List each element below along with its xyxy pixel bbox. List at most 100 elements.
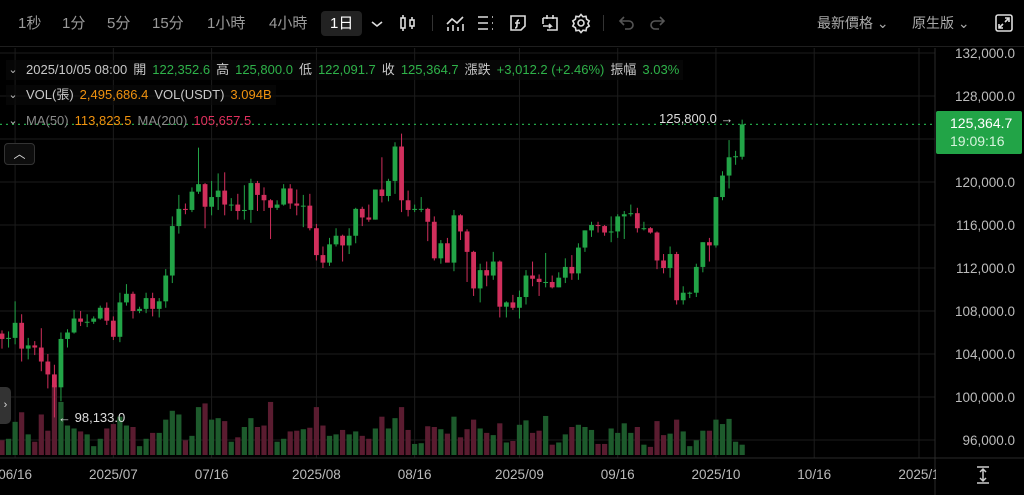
candle-body [32, 345, 38, 348]
candlestick-type-icon[interactable] [397, 12, 419, 34]
time-tick-label: 2025/09 [495, 467, 544, 482]
candle-body [274, 204, 280, 208]
candle-body [287, 188, 293, 204]
volume-bar [78, 431, 84, 455]
candle-body [530, 275, 535, 279]
volume-bar [254, 427, 261, 455]
price-type-dropdown[interactable]: 最新價格 ⌄ [817, 13, 889, 33]
indicators-icon[interactable] [444, 12, 466, 34]
volume-bar [136, 446, 143, 455]
volume-bar [91, 446, 97, 455]
volume-bar [209, 419, 215, 455]
candle-body [484, 270, 490, 276]
candle-body [143, 298, 149, 309]
candle-body [124, 293, 129, 303]
timeframe-5m[interactable]: 5分 [107, 15, 131, 32]
settings-gear-icon[interactable] [570, 12, 592, 34]
price-type-label: 最新價格 [817, 15, 873, 31]
volume-bar [660, 435, 667, 455]
candle-body [451, 215, 457, 263]
template-list-icon[interactable] [474, 12, 496, 34]
candle-body [602, 226, 607, 233]
ohlc-legend: ⌄ 2025/10/05 08:00 開 122,352.6 高 125,800.0… [6, 60, 684, 80]
collapse-legend-button[interactable]: ︿ [4, 143, 35, 165]
volume-bar [313, 407, 319, 455]
amplitude-value: 3.03% [642, 62, 680, 77]
time-tick-label: 06/16 [0, 467, 32, 482]
volume-bar [32, 441, 38, 455]
collapse-chevron-icon[interactable]: ⌄ [8, 64, 18, 76]
compare-icon[interactable] [539, 12, 561, 34]
timeframe-1d[interactable]: 1日 [321, 11, 363, 36]
timeframe-4h[interactable]: 4小時 [269, 15, 308, 32]
candle-body [471, 251, 476, 289]
candle-body [372, 189, 378, 220]
volume-bar [739, 444, 745, 455]
price-tick-label: 120,000.0 [955, 175, 1015, 190]
time-tick-label: 08/16 [398, 467, 432, 482]
timeframe-1h[interactable]: 1小時 [207, 15, 246, 32]
volume-bar [320, 425, 326, 455]
volume-bar [503, 442, 509, 455]
candle-body [608, 231, 614, 233]
volume-bar [582, 427, 588, 455]
candle-body [91, 318, 97, 322]
candle-body [726, 157, 732, 176]
candle-body [667, 254, 673, 268]
fullscreen-icon[interactable] [993, 12, 1015, 34]
volume-bar [575, 424, 581, 455]
collapse-chevron-icon[interactable]: ⌄ [8, 115, 18, 127]
collapse-chevron-icon[interactable]: ⌄ [8, 89, 18, 101]
volume-bar [156, 432, 162, 455]
auto-scale-icon[interactable] [972, 464, 994, 486]
candle-body [169, 226, 175, 276]
timeframe-1s[interactable]: 1秒 [18, 15, 42, 32]
amplitude-label: 振幅 [610, 62, 637, 77]
candle-body [739, 124, 745, 157]
chart-mode-dropdown[interactable]: 原生版 ⌄ [912, 13, 970, 33]
expand-sidebar-tab[interactable]: › [0, 387, 11, 424]
candle-body [65, 332, 70, 339]
price-tick-label: 100,000.0 [955, 390, 1015, 405]
candle-body [215, 190, 221, 198]
volume-bar [536, 430, 542, 455]
candle-body [110, 320, 116, 337]
candlestick-chart[interactable]: 132,000.0 128,000.0 120,000.0 116,000.0 112,… [0, 48, 1024, 495]
candle-body [720, 175, 725, 198]
volume-bar [674, 419, 680, 455]
volume-bar [398, 407, 405, 455]
candle-body [163, 275, 169, 302]
volume-bar [241, 427, 247, 455]
timeframe-1m[interactable]: 1分 [62, 15, 86, 32]
volume-bar [333, 434, 339, 455]
undo-icon[interactable] [616, 12, 638, 34]
vol-contracts-value: 2,495,686.4 [79, 87, 149, 102]
candle-body [189, 191, 195, 210]
volume-bar [110, 424, 116, 455]
candle-body [84, 321, 90, 323]
chevron-down-icon: ⌄ [876, 15, 889, 31]
volume-bar [529, 432, 536, 455]
candle-body [503, 302, 509, 307]
volume-bar [235, 437, 241, 455]
candle-body [399, 146, 404, 201]
candle-body [425, 208, 431, 222]
formula-icon[interactable] [507, 12, 529, 34]
volume-bar [366, 438, 372, 455]
volume-bar [634, 427, 640, 455]
volume-bar [615, 432, 621, 455]
volume-bar [228, 441, 234, 455]
timeframe-15m[interactable]: 15分 [152, 15, 184, 32]
volume-bar [19, 412, 25, 455]
candle-body [261, 194, 267, 201]
candle-body [353, 208, 359, 236]
volume-bar [222, 421, 228, 455]
redo-icon[interactable] [646, 12, 668, 34]
volume-bar [438, 429, 444, 455]
volume-bar [680, 431, 686, 455]
candle-body [248, 183, 254, 210]
timeframe-more-chevron-icon[interactable] [366, 13, 388, 35]
volume-bar [97, 438, 103, 455]
volume-bar [444, 433, 450, 455]
candle-body [458, 215, 463, 232]
